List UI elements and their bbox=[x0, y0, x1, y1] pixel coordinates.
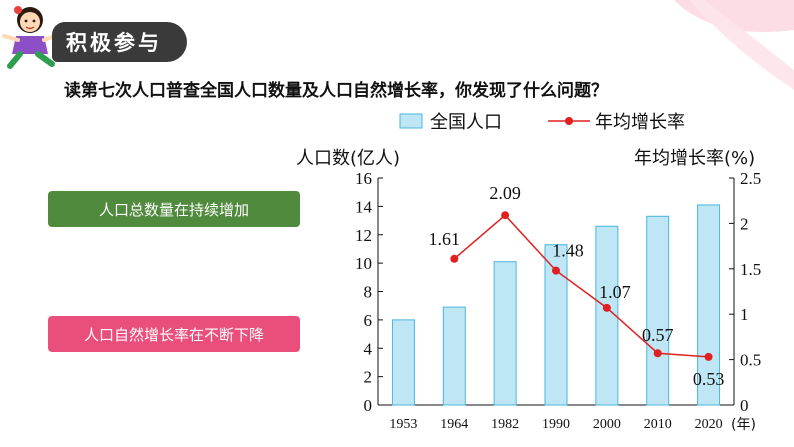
legend-bar-label: 全国人口 bbox=[430, 112, 502, 133]
growth-rate-label: 0.53 bbox=[693, 369, 725, 389]
x-tick-label: 1953 bbox=[389, 417, 417, 432]
header-title: 积极参与 bbox=[66, 31, 162, 55]
growth-rate-label: 0.57 bbox=[642, 325, 674, 345]
x-tick-label: 1964 bbox=[440, 417, 468, 432]
right-tick-label: 0.5 bbox=[740, 351, 761, 370]
x-tick-label: 1982 bbox=[491, 417, 519, 432]
left-tick-label: 14 bbox=[355, 197, 373, 216]
x-axis-unit: (年) bbox=[731, 417, 756, 433]
question-text: 读第七次人口普查全国人口数量及人口自然增长率，你发现了什么问题？ bbox=[64, 81, 608, 101]
growth-rate-point bbox=[552, 266, 560, 275]
growth-rate-point bbox=[501, 211, 510, 220]
growth-rate-label: 1.07 bbox=[599, 282, 631, 302]
legend-line-label: 年均增长率 bbox=[595, 112, 685, 133]
right-tick-label: 1.5 bbox=[740, 260, 761, 279]
left-tick-label: 4 bbox=[364, 339, 373, 358]
right-tick-label: 1 bbox=[740, 305, 749, 324]
left-tick-label: 6 bbox=[364, 311, 373, 330]
population-bar bbox=[391, 319, 415, 406]
growth-rate-label: 2.09 bbox=[489, 183, 521, 203]
population-bar bbox=[544, 244, 568, 406]
population-bar bbox=[697, 204, 721, 406]
growth-rate-line bbox=[453, 214, 709, 358]
x-tick-label: 2010 bbox=[644, 417, 672, 432]
finding-growth-rate-decline: 人口自然增长率在不断下降 bbox=[48, 316, 300, 352]
x-tick-label: 1990 bbox=[542, 417, 570, 432]
left-tick-label: 12 bbox=[355, 226, 372, 245]
left-tick-label: 8 bbox=[364, 283, 373, 302]
legend-bar-swatch bbox=[399, 113, 423, 129]
left-tick-label: 10 bbox=[355, 254, 372, 273]
finding-population-increase: 人口总数量在持续增加 bbox=[48, 191, 300, 227]
left-tick-label: 16 bbox=[355, 169, 372, 188]
x-tick-label: 2000 bbox=[593, 417, 621, 432]
population-bar bbox=[646, 215, 670, 406]
growth-rate-label: 1.48 bbox=[552, 241, 584, 261]
legend-line-marker bbox=[565, 117, 573, 125]
growth-rate-point bbox=[450, 254, 459, 263]
population-bar bbox=[493, 261, 517, 406]
left-tick-label: 2 bbox=[364, 368, 373, 387]
left-tick-label: 0 bbox=[364, 396, 373, 415]
growth-rate-label: 1.61 bbox=[429, 229, 461, 249]
left-axis-title: 人口数(亿人) bbox=[296, 148, 400, 169]
population-bar bbox=[595, 225, 619, 406]
right-axis-title: 年均增长率(%) bbox=[634, 148, 755, 169]
growth-rate-point bbox=[653, 349, 662, 358]
right-tick-label: 2.5 bbox=[740, 169, 761, 188]
right-tick-label: 2 bbox=[740, 214, 749, 233]
growth-rate-point bbox=[602, 303, 611, 312]
right-tick-label: 0 bbox=[740, 396, 749, 415]
growth-rate-point bbox=[704, 352, 713, 361]
x-tick-label: 2020 bbox=[695, 417, 723, 432]
population-bar bbox=[442, 306, 466, 406]
header-badge bbox=[52, 22, 187, 62]
